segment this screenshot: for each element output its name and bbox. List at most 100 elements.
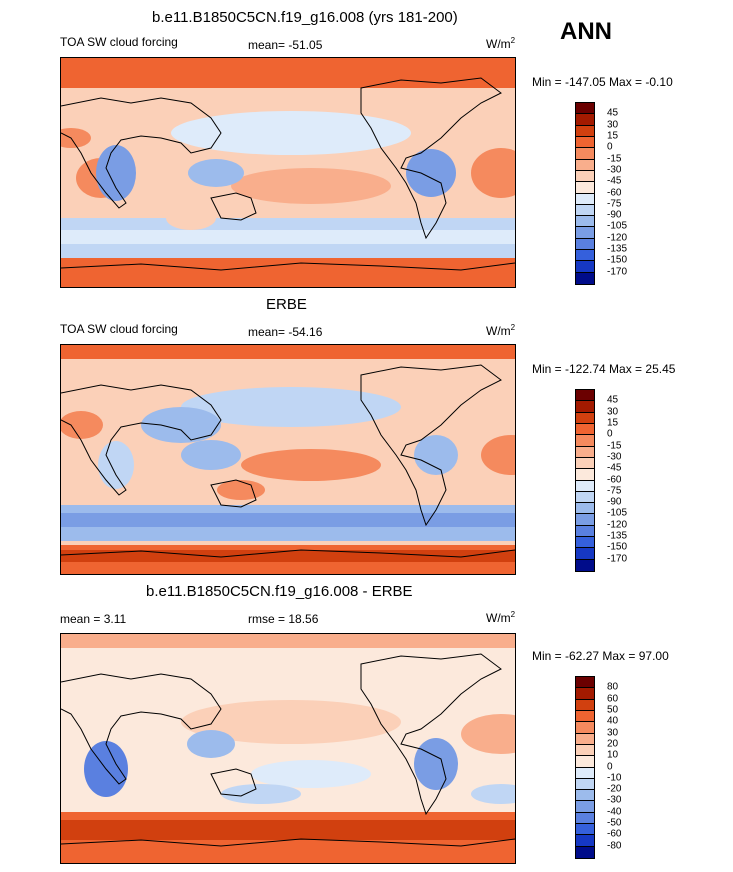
- panel-3-map: [60, 633, 516, 864]
- colorbar-tick-label: -60: [607, 474, 622, 485]
- panel-2-minmax: Min = -122.74 Max = 25.45: [532, 362, 676, 376]
- colorbar-tick-label: -120: [607, 232, 628, 244]
- panel-2-title: ERBE: [266, 296, 307, 313]
- panel-2-colorbar-box: [576, 390, 594, 402]
- panel-3-map-field: [61, 634, 515, 863]
- panel-2-colorbar-box: [576, 401, 594, 413]
- panel-2-colorbar-box: [576, 491, 594, 504]
- colorbar-tick-label: 0: [607, 761, 613, 772]
- colorbar-tick-label: 20: [607, 738, 619, 750]
- panel-1-colorbar-box: [576, 204, 594, 217]
- panel-2-colorbar-box: [576, 525, 594, 538]
- season-label: ANN: [560, 18, 612, 45]
- colorbar-tick-label: -40: [607, 806, 622, 818]
- panel-3-colorbar-box: [576, 824, 594, 836]
- panel-1-colorbar-box: [576, 103, 594, 115]
- panel-3-colorbar-box: [576, 744, 594, 757]
- colorbar-tick-label: 60: [607, 693, 619, 705]
- panel-1-colorbar-box: [576, 227, 594, 239]
- colorbar-tick-label: -135: [607, 530, 628, 542]
- colorbar-tick-label: -45: [607, 462, 622, 474]
- panel-3-colorbar-box: [576, 756, 594, 768]
- colorbar-tick-label: -80: [607, 840, 622, 852]
- panel-1-colorbar-box: [576, 272, 594, 284]
- colorbar-tick-label: -30: [607, 794, 622, 806]
- panel-1-colorbar-box: [576, 216, 594, 228]
- panel-3-colorbar-box: [576, 767, 594, 779]
- colorbar-tick-label: -15: [607, 153, 622, 165]
- colorbar-tick-label: -170: [607, 266, 628, 278]
- colorbar-tick-label: -30: [607, 164, 622, 176]
- panel-2-colorbar-box: [576, 548, 594, 560]
- colorbar-tick-label: -20: [607, 783, 622, 795]
- panel-1-title: b.e11.B1850C5CN.f19_g16.008 (yrs 181-200…: [152, 9, 458, 26]
- panel-2-mean-label: mean= -54.16: [248, 325, 323, 339]
- colorbar-tick-label: -50: [607, 817, 622, 829]
- panel-3-colorbar-box: [576, 733, 594, 745]
- colorbar-tick-label: -170: [607, 553, 628, 565]
- colorbar-tick-label: -105: [607, 220, 628, 232]
- panel-2-colorbar-box: [576, 412, 594, 424]
- panel-1-colorbar-box: [576, 261, 594, 273]
- panel-3-colorbar-box: [576, 835, 594, 847]
- panel-1-colorbar-box: [576, 238, 594, 251]
- colorbar-tick-label: -10: [607, 772, 622, 784]
- colorbar-tick-label: -75: [607, 485, 622, 497]
- panel-2-colorbar-box: [576, 435, 594, 447]
- panel-1-colorbar-box: [576, 193, 594, 205]
- panel-3-colorbar-box: [576, 699, 594, 711]
- panel-1-left-label: TOA SW cloud forcing: [60, 35, 178, 49]
- panel-1-minmax: Min = -147.05 Max = -0.10: [532, 75, 673, 89]
- panel-1-colorbar-box: [576, 159, 594, 171]
- colorbar-tick-label: 10: [607, 749, 619, 761]
- panel-3-colorbar-box: [576, 801, 594, 813]
- panel-2-map-field: [61, 345, 515, 574]
- panel-1-colorbar-box: [576, 148, 594, 160]
- panel-3-colorbar-box: [576, 790, 594, 802]
- colorbar-tick-label: 40: [607, 715, 619, 727]
- colorbar-tick-label: -15: [607, 440, 622, 452]
- colorbar-tick-label: -60: [607, 187, 622, 198]
- colorbar-tick-label: -60: [607, 828, 622, 840]
- panel-1-colorbar-box: [576, 182, 594, 194]
- colorbar-tick-label: 0: [607, 141, 613, 153]
- panel-3-units: W/m2: [486, 610, 516, 625]
- colorbar-tick-label: 30: [607, 727, 619, 739]
- panel-1-mean-label: mean= -51.05: [248, 38, 323, 52]
- panel-3-colorbar-box: [576, 722, 594, 734]
- colorbar-tick-label: -90: [607, 209, 622, 221]
- colorbar-tick-label: 0: [607, 428, 613, 440]
- panel-1-units: W/m2: [486, 36, 516, 51]
- colorbar-tick-label: 30: [607, 406, 619, 418]
- panel-1-colorbar: [575, 102, 595, 285]
- panel-3-colorbar-box: [576, 677, 594, 689]
- panel-2-colorbar: [575, 389, 595, 572]
- panel-2-colorbar-box: [576, 559, 594, 571]
- panel-1-colorbar-box: [576, 170, 594, 183]
- colorbar-tick-label: -120: [607, 519, 628, 531]
- panel-1-colorbar-box: [576, 136, 594, 149]
- colorbar-tick-label: 30: [607, 119, 619, 131]
- panel-3-colorbar-box: [576, 710, 594, 723]
- panel-1-colorbar-box: [576, 125, 594, 137]
- panel-3-colorbar-box: [576, 778, 594, 791]
- panel-2-units: W/m2: [486, 323, 516, 338]
- panel-3-minmax: Min = -62.27 Max = 97.00: [532, 649, 669, 663]
- panel-1-map-field: [61, 58, 515, 287]
- colorbar-tick-label: 45: [607, 107, 619, 119]
- colorbar-tick-label: -75: [607, 198, 622, 210]
- colorbar-tick-label: -135: [607, 243, 628, 255]
- panel-1-colorbar-box: [576, 114, 594, 126]
- panel-1-colorbar-box: [576, 250, 594, 262]
- panel-3-colorbar-box: [576, 846, 594, 858]
- colorbar-tick-label: 80: [607, 681, 619, 693]
- panel-3-mean-label: mean = 3.11: [60, 612, 127, 626]
- panel-2-left-label: TOA SW cloud forcing: [60, 322, 178, 336]
- colorbar-tick-label: -45: [607, 175, 622, 187]
- panel-2-colorbar-box: [576, 469, 594, 481]
- panel-2-colorbar-box: [576, 446, 594, 458]
- panel-3-rmse-label: rmse = 18.56: [248, 612, 319, 626]
- panel-2-map: [60, 344, 516, 575]
- colorbar-tick-label: 15: [607, 417, 619, 429]
- panel-3-colorbar: [575, 676, 595, 859]
